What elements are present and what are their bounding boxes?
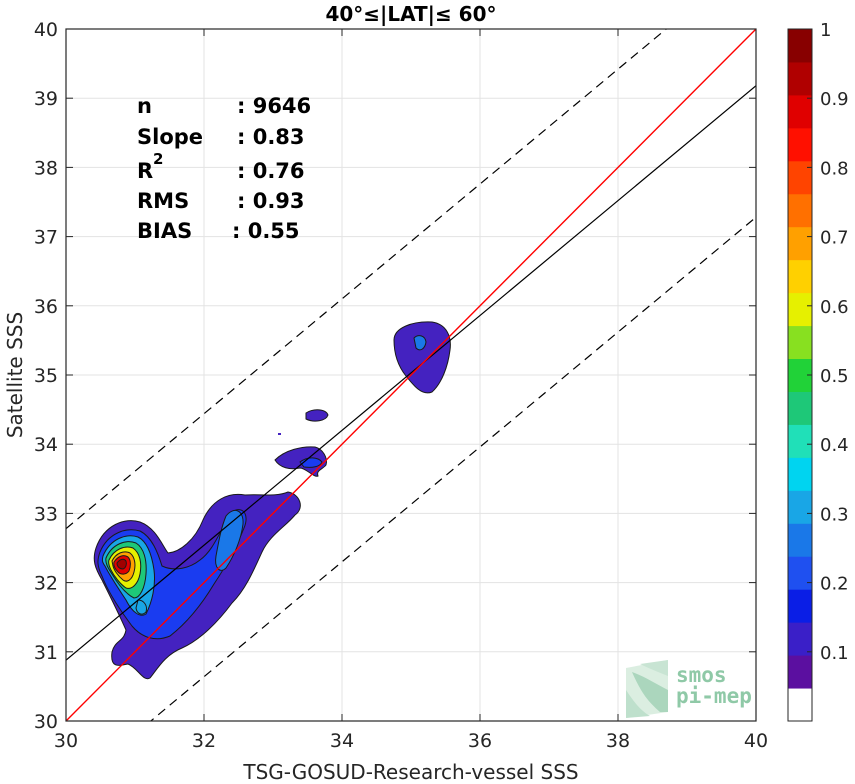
colorbar-segment	[788, 61, 812, 96]
colorbar-segment	[788, 193, 812, 228]
logo-waves-icon	[626, 660, 668, 718]
colorbar-segment	[788, 127, 812, 162]
contour-level-8	[116, 558, 127, 570]
contour-tongue	[135, 599, 147, 615]
y-tick-label: 39	[34, 88, 58, 110]
y-tick-label: 32	[34, 573, 58, 595]
colorbar-segment	[788, 490, 812, 524]
stats-box: n : 9646 Slope : 0.83 R 2 : 0.76 RMS : 0…	[137, 94, 311, 243]
x-axis: 30 32 34 36 38 40	[54, 29, 768, 752]
colorbar-segment	[788, 655, 812, 689]
stat-r2-value: : 0.76	[237, 159, 305, 183]
chart-title: 40°≤|LAT|≤ 60°	[325, 2, 496, 26]
logo-line1: smos	[676, 663, 727, 687]
colorbar-tick-label: 0.4	[820, 435, 849, 456]
density-contours	[93, 321, 451, 680]
stat-slope-label: Slope	[137, 125, 203, 149]
colorbar-segment	[788, 556, 812, 590]
y-tick-label: 37	[34, 227, 58, 249]
logo-line2: pi-mep	[676, 684, 752, 708]
colorbar-tick-label: 0.5	[820, 366, 849, 387]
colorbar-tick-label: 0.2	[820, 574, 849, 595]
colorbar-tick-label: 0.6	[820, 297, 849, 318]
smos-pi-mep-logo: smos pi-mep	[626, 660, 752, 718]
colorbar-segment	[788, 688, 812, 722]
colorbar-segment	[788, 391, 812, 425]
colorbar-tick-label: 0.1	[820, 643, 849, 664]
x-tick-label: 38	[606, 730, 630, 752]
reference-lines	[66, 29, 756, 721]
colorbar-segment	[788, 523, 812, 557]
stat-n-label: n	[137, 94, 152, 118]
x-tick-label: 40	[744, 730, 768, 752]
regression-line	[66, 85, 756, 661]
stat-bias-label: BIAS	[137, 219, 192, 243]
y-tick-label: 34	[34, 434, 58, 456]
y-axis: 30 31 32 33 34 35 36 37 38 39 40	[34, 19, 756, 733]
colorbar-tick-label: 0.9	[820, 89, 849, 110]
colorbar-tick-label: 0.8	[820, 158, 849, 179]
colorbar-segment	[788, 292, 812, 327]
colorbar-segment	[788, 424, 812, 458]
y-tick-label: 35	[34, 365, 58, 387]
x-axis-label: TSG-GOSUD-Research-vessel SSS	[242, 760, 578, 784]
stat-rms-label: RMS	[137, 189, 189, 213]
colorbar-segment	[788, 589, 812, 623]
y-tick-label: 31	[34, 642, 58, 664]
contour-blob-small	[305, 409, 329, 422]
x-tick-label: 32	[192, 730, 216, 752]
colorbar-segment	[788, 94, 812, 129]
stat-n-value: : 9646	[237, 94, 311, 118]
stat-r2-label: R	[137, 159, 153, 183]
y-tick-label: 38	[34, 157, 58, 179]
colorbar-segment	[788, 160, 812, 195]
y-tick-label: 36	[34, 296, 58, 318]
colorbar	[788, 29, 812, 722]
contour-speck	[278, 433, 281, 435]
colorbar-tick-label: 1	[820, 20, 831, 41]
x-tick-label: 30	[54, 730, 78, 752]
colorbar-segment	[788, 29, 812, 63]
colorbar-segment	[788, 259, 812, 294]
colorbar-segment	[788, 325, 812, 360]
y-tick-label: 40	[34, 19, 58, 41]
stat-rms-value: : 0.93	[237, 189, 305, 213]
x-tick-label: 34	[330, 730, 354, 752]
contour-blob-top-inner	[413, 335, 427, 351]
colorbar-tick-label: 0.3	[820, 504, 849, 525]
stat-slope-value: : 0.83	[237, 125, 305, 149]
colorbar-segment	[788, 622, 812, 656]
colorbar-ticks: 0.1 0.2 0.3 0.4 0.5 0.6 0.7 0.8 0.9 1	[807, 20, 849, 664]
identity-line	[66, 29, 756, 721]
y-tick-label: 30	[34, 711, 58, 733]
colorbar-tick-label: 0.7	[820, 228, 849, 249]
colorbar-segment	[788, 457, 812, 491]
y-tick-label: 33	[34, 503, 58, 525]
stat-r2-sup: 2	[153, 150, 163, 168]
stat-bias-value: : 0.55	[232, 219, 300, 243]
x-tick-label: 36	[468, 730, 492, 752]
y-axis-label: Satellite SSS	[3, 312, 27, 438]
colorbar-segment	[788, 226, 812, 261]
